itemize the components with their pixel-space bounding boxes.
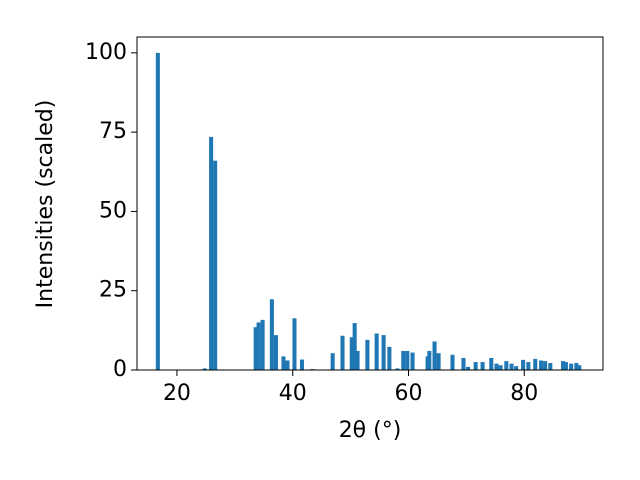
bar bbox=[269, 299, 274, 370]
bar bbox=[539, 360, 544, 370]
bar bbox=[292, 318, 297, 370]
bar bbox=[461, 357, 466, 370]
bar bbox=[374, 333, 379, 370]
bar bbox=[405, 350, 410, 370]
x-axis-label: 2θ (°) bbox=[339, 418, 402, 443]
bar bbox=[387, 346, 392, 370]
bar bbox=[509, 363, 514, 370]
bar bbox=[355, 350, 360, 370]
bar bbox=[285, 360, 290, 370]
bar bbox=[521, 359, 526, 370]
bar bbox=[410, 352, 415, 370]
bar bbox=[450, 354, 455, 370]
bar bbox=[395, 368, 400, 370]
y-tick-label: 50 bbox=[99, 198, 127, 223]
bar bbox=[432, 341, 437, 370]
bar bbox=[330, 353, 335, 370]
bar bbox=[494, 363, 499, 370]
bar bbox=[533, 358, 538, 370]
bar bbox=[260, 319, 265, 370]
bar bbox=[526, 362, 531, 370]
bar bbox=[352, 323, 357, 370]
bar bbox=[466, 366, 471, 370]
bar bbox=[504, 361, 509, 370]
y-tick-label: 0 bbox=[113, 357, 127, 382]
bar bbox=[514, 366, 519, 370]
bar bbox=[480, 362, 485, 370]
y-tick-label: 100 bbox=[85, 40, 127, 65]
plot-frame bbox=[136, 36, 604, 371]
bar bbox=[365, 339, 370, 370]
bar bbox=[209, 136, 214, 370]
bar bbox=[548, 363, 553, 370]
y-tick-label: 25 bbox=[99, 278, 127, 303]
bar bbox=[202, 368, 207, 370]
bar bbox=[155, 52, 160, 370]
bar bbox=[569, 363, 574, 370]
bar bbox=[563, 362, 568, 370]
y-tick-label: 75 bbox=[99, 119, 127, 144]
bar bbox=[256, 322, 261, 370]
bar bbox=[401, 350, 406, 370]
bar bbox=[381, 335, 386, 370]
bar bbox=[543, 361, 548, 370]
bar bbox=[427, 350, 432, 370]
bar bbox=[473, 362, 478, 370]
y-axis-label: Intensities (scaled) bbox=[33, 100, 58, 309]
bar bbox=[577, 365, 582, 370]
x-tick-label: 80 bbox=[510, 381, 538, 406]
x-tick-label: 20 bbox=[163, 381, 191, 406]
bar bbox=[281, 356, 286, 370]
bar bbox=[273, 335, 278, 370]
bar bbox=[253, 327, 258, 370]
x-tick-label: 60 bbox=[394, 381, 422, 406]
bar bbox=[489, 357, 494, 370]
bar bbox=[574, 363, 579, 370]
bar bbox=[561, 361, 566, 370]
bar bbox=[349, 337, 354, 370]
bar bbox=[436, 353, 441, 370]
bar bbox=[213, 160, 218, 370]
bar bbox=[498, 365, 503, 370]
x-tick-label: 40 bbox=[279, 381, 307, 406]
bar bbox=[299, 359, 305, 370]
bar bbox=[340, 335, 345, 370]
